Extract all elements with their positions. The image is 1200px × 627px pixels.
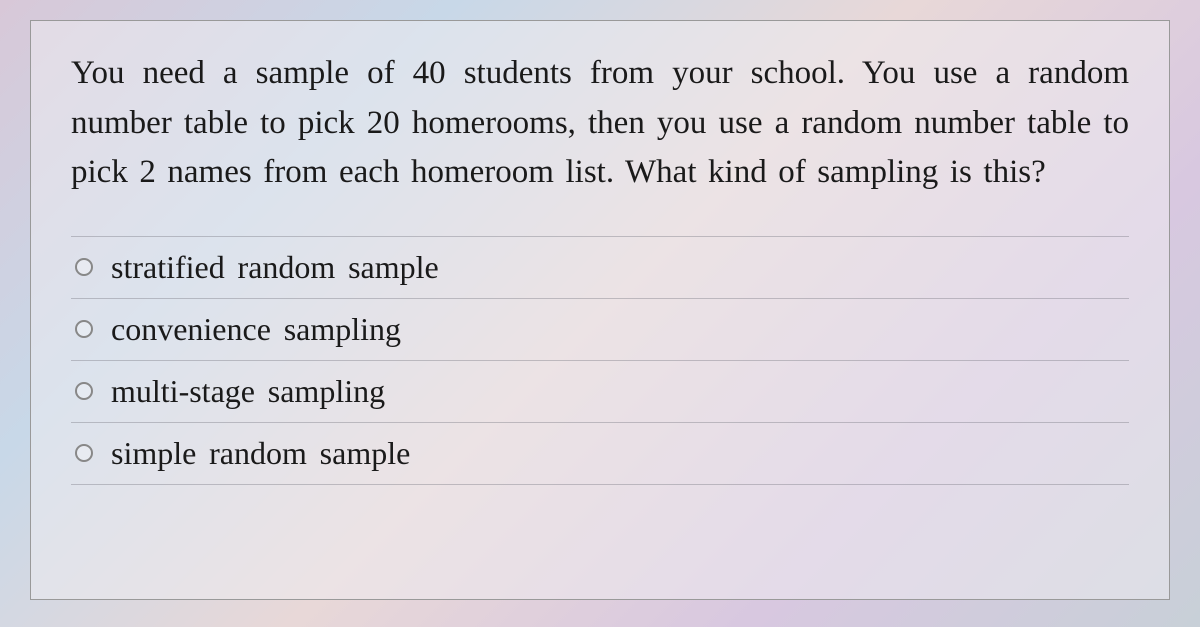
option-label: convenience sampling (111, 311, 401, 348)
option-simple[interactable]: simple random sample (71, 422, 1129, 485)
option-convenience[interactable]: convenience sampling (71, 298, 1129, 360)
question-text: You need a sample of 40 students from yo… (71, 49, 1129, 198)
option-multistage[interactable]: multi-stage sampling (71, 360, 1129, 422)
question-card: You need a sample of 40 students from yo… (30, 20, 1170, 600)
radio-icon[interactable] (75, 320, 93, 338)
radio-icon[interactable] (75, 258, 93, 276)
option-label: multi-stage sampling (111, 373, 385, 410)
option-label: simple random sample (111, 435, 410, 472)
radio-icon[interactable] (75, 444, 93, 462)
options-list: stratified random sample convenience sam… (71, 236, 1129, 485)
option-label: stratified random sample (111, 249, 439, 286)
radio-icon[interactable] (75, 382, 93, 400)
option-stratified[interactable]: stratified random sample (71, 236, 1129, 298)
